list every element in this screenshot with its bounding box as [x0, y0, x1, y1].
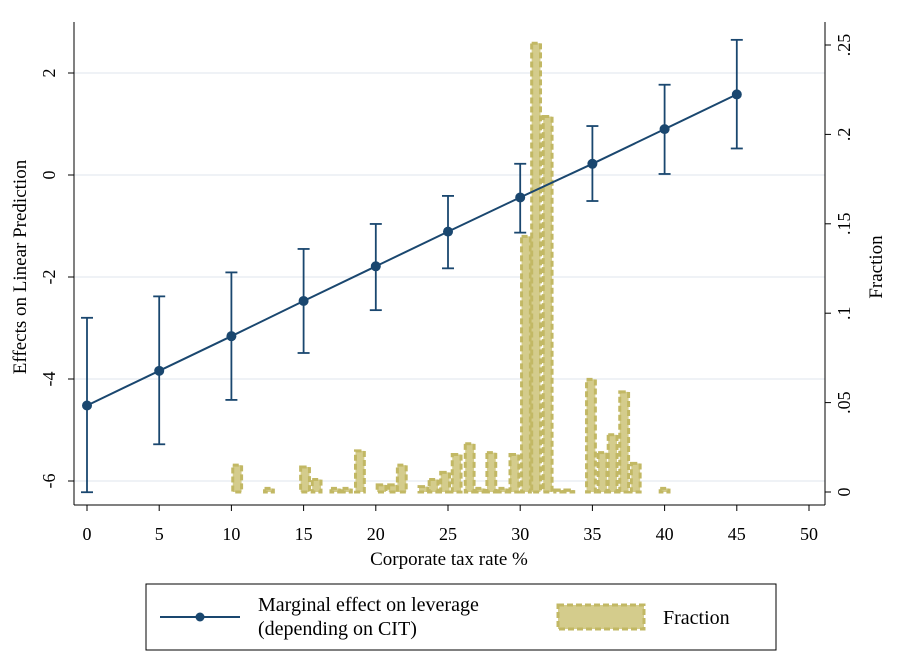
y-left-tick-label: 2 [39, 69, 59, 78]
histogram-bar [658, 486, 671, 494]
y-right-tick-label: 0 [834, 488, 854, 497]
y-right-tick-label: .1 [834, 306, 854, 320]
y-right-tick-label: .15 [834, 213, 854, 236]
x-tick-label: 20 [367, 524, 385, 544]
legend-label-effect-line-1: Marginal effect on leverage [258, 594, 479, 616]
x-axis-title: Corporate tax rate % [370, 549, 528, 570]
histogram-bar [530, 41, 542, 494]
histogram-bar [310, 477, 323, 494]
effect-point [226, 331, 237, 342]
histogram-bar [375, 483, 388, 494]
effect-point [659, 124, 670, 135]
y-right-tick-label: .2 [834, 128, 854, 142]
histogram-bar [553, 488, 566, 494]
x-tick-label: 15 [295, 524, 313, 544]
x-tick-label: 35 [583, 524, 601, 544]
y-axis-left-title: Effects on Linear Prediction [10, 159, 31, 374]
histogram-bar [563, 488, 576, 494]
effect-point [370, 261, 381, 272]
y-left-tick-label: -6 [39, 474, 59, 489]
histogram-bar [618, 390, 631, 494]
effect-point [298, 295, 309, 306]
x-tick-label: 30 [511, 524, 529, 544]
x-tick-label: 0 [83, 524, 92, 544]
histogram-bar [395, 463, 408, 494]
y-right-tick-label: .05 [834, 391, 854, 414]
histogram-bar [496, 486, 509, 494]
y-right-tick-label: .25 [834, 34, 854, 57]
histogram-bar [606, 433, 619, 494]
legend-box [145, 583, 777, 651]
histogram-bar [439, 470, 452, 494]
histogram-bar [417, 485, 430, 494]
histogram-bars [231, 41, 671, 494]
effect-point [731, 89, 742, 100]
histogram-bar [485, 451, 498, 494]
axes: 0 5 10 15 20 25 30 35 40 45 50-6-4-2020.05.1.15.2.… [39, 22, 854, 544]
histogram-bar [585, 377, 597, 494]
y-left-tick-label: -2 [39, 270, 59, 285]
x-tick-label: 45 [728, 524, 746, 544]
x-tick-label: 25 [439, 524, 457, 544]
x-tick-label: 5 [155, 524, 164, 544]
histogram-bar [629, 461, 642, 494]
legend-fraction-swatch [556, 603, 646, 631]
legend-label-fraction: Fraction [663, 607, 730, 629]
histogram-bar [541, 115, 554, 494]
histogram-bar [508, 452, 521, 494]
y-left-tick-label: 0 [39, 171, 59, 180]
histogram-bar [299, 465, 311, 494]
effect-point [443, 226, 453, 237]
marginal-effect-line [81, 38, 743, 494]
effect-line-path [86, 93, 738, 407]
legend-label-effect-line-2: (depending on CIT) [258, 618, 417, 640]
histogram-bar [263, 486, 275, 494]
legend-marker-swatch [195, 612, 205, 622]
histogram-bar [596, 451, 609, 494]
y-axis-right-title: Fraction [866, 235, 887, 299]
effect-point [154, 365, 165, 376]
histogram-bar [231, 463, 244, 494]
histogram-bar [341, 486, 353, 494]
effect-point [587, 158, 598, 169]
histogram-bar [427, 477, 440, 494]
histogram-bar [473, 486, 486, 494]
histogram-bar [450, 452, 463, 494]
legend: Marginal effect on leverage (depending o… [145, 583, 777, 651]
x-tick-label: 50 [800, 524, 818, 544]
histogram-bar [354, 449, 366, 494]
effect-point [82, 400, 92, 411]
y-left-tick-label: -4 [39, 372, 59, 387]
grid [74, 72, 825, 482]
histogram-bar [463, 442, 476, 494]
histogram-bar [329, 486, 342, 494]
effect-point [515, 192, 526, 203]
x-tick-label: 40 [656, 524, 674, 544]
x-tick-label: 10 [222, 524, 240, 544]
histogram-bar [520, 234, 532, 494]
